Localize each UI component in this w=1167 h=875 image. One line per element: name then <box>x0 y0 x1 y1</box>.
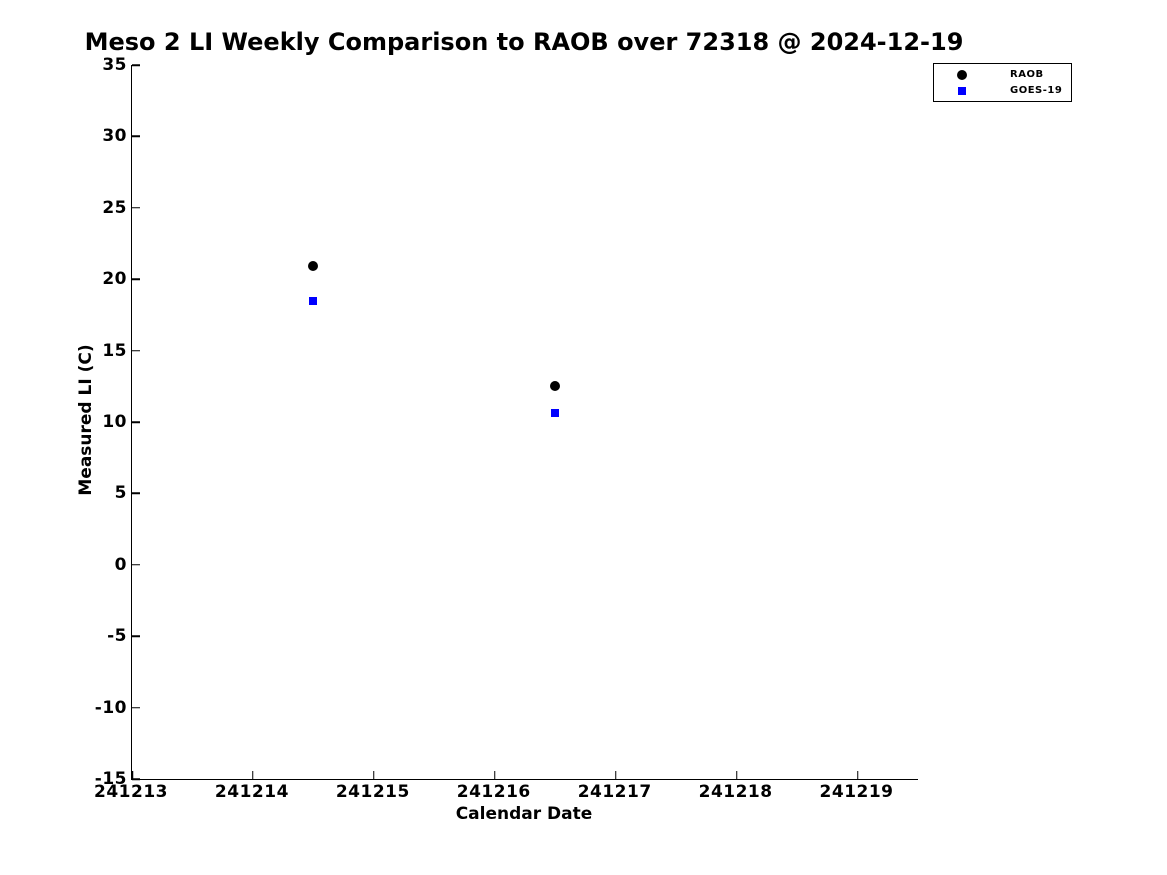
y-tick <box>132 278 140 280</box>
x-tick <box>856 771 859 779</box>
y-tick <box>132 635 140 637</box>
x-tick-label: 241214 <box>214 782 289 802</box>
y-tick-label: 5 <box>114 483 127 504</box>
y-tick <box>132 207 140 209</box>
legend-marker-cell <box>934 86 990 95</box>
x-tick-label: 241216 <box>456 782 531 802</box>
x-tick <box>373 771 375 779</box>
y-tick <box>132 564 140 566</box>
x-tick-label: 241218 <box>698 782 773 802</box>
x-tick <box>735 771 738 779</box>
legend-label-raob: RAOB <box>1010 69 1044 80</box>
x-tick <box>131 771 133 779</box>
x-tick-label: 241219 <box>819 782 894 802</box>
plot-area <box>131 64 918 780</box>
legend-entry-raob: RAOB <box>934 69 1071 80</box>
y-tick-labels: 35 30 25 20 15 10 5 0 -5 -10 -15 <box>0 55 127 789</box>
data-point-raob <box>550 381 561 392</box>
chart-title: Meso 2 LI Weekly Comparison to RAOB over… <box>84 28 964 56</box>
x-tick <box>252 771 254 779</box>
y-tick <box>132 706 140 709</box>
x-tick-label: 241215 <box>335 782 410 802</box>
legend-marker-cell <box>934 69 990 80</box>
legend: RAOB GOES-19 <box>933 63 1072 102</box>
y-tick-label: -5 <box>107 626 127 647</box>
y-tick <box>132 349 140 352</box>
y-tick-label: 10 <box>102 412 127 432</box>
goes19-square-marker-icon <box>958 86 966 95</box>
y-tick-label: 25 <box>102 197 127 218</box>
x-axis-label: Calendar Date <box>455 804 593 824</box>
x-tick <box>614 771 617 779</box>
y-tick <box>132 492 140 495</box>
legend-entry-goes19: GOES-19 <box>934 85 1071 96</box>
y-tick-label: 15 <box>102 340 127 361</box>
y-tick-label: 20 <box>102 269 127 290</box>
y-tick <box>132 421 140 423</box>
x-tick-label: 241213 <box>94 782 168 802</box>
x-tick <box>494 771 496 779</box>
y-tick <box>132 64 140 66</box>
x-tick-label: 241217 <box>577 782 652 802</box>
raob-circle-marker-icon <box>957 69 967 80</box>
y-tick-label: 30 <box>102 126 127 147</box>
y-tick <box>132 778 140 780</box>
data-point-goes-19 <box>309 296 318 305</box>
y-tick-label: -10 <box>94 697 127 718</box>
data-point-goes-19 <box>551 408 560 417</box>
y-tick-label: -15 <box>94 769 127 789</box>
y-tick <box>132 135 140 138</box>
y-tick-label: 35 <box>102 55 127 75</box>
y-tick-label: 0 <box>114 554 127 575</box>
legend-label-goes19: GOES-19 <box>1010 85 1063 96</box>
data-point-raob <box>308 261 319 272</box>
x-tick-labels: 241213 241214 241215 241216 241217 241218 2412… <box>94 782 917 804</box>
